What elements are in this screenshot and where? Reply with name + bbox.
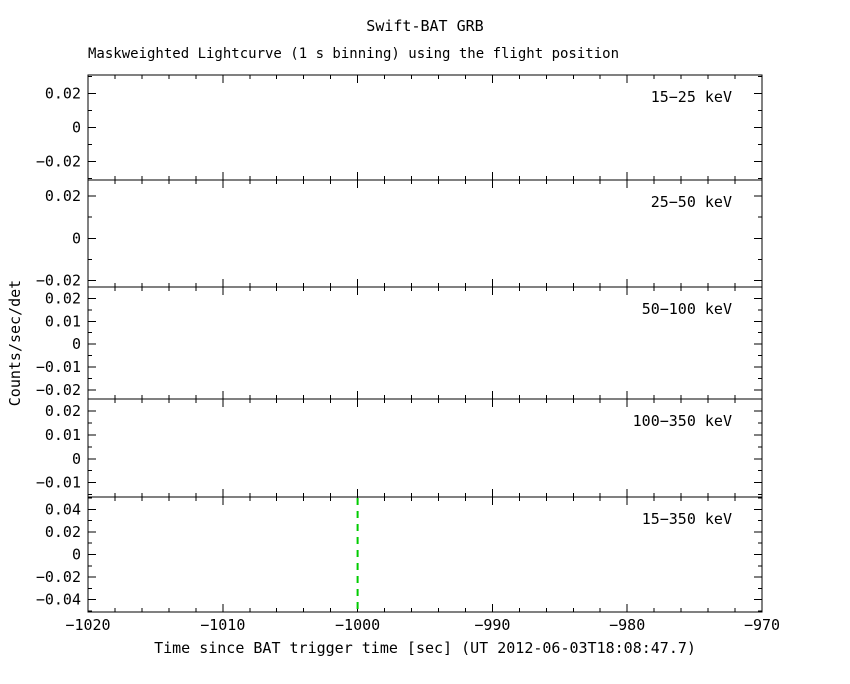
panel-label-100-350-kev: 100−350 keV	[633, 412, 732, 430]
chart-subtitle: Maskweighted Lightcurve (1 s binning) us…	[88, 46, 619, 62]
y-tick-label: −0.01	[36, 358, 81, 376]
panel-label-50-100-kev: 50−100 keV	[642, 300, 732, 318]
panel-50-100-kev: 0.02 0.01 0 −0.01 −0.02 50−100 keV	[36, 286, 763, 400]
y-tick-label: −0.04	[36, 591, 81, 609]
panel-100-350-kev: 0.02 0.01 0 −0.01 100−350 keV	[36, 398, 763, 498]
y-ticks: 0.02 0 −0.02	[36, 76, 762, 179]
y-tick-label: 0	[72, 335, 81, 353]
y-tick-label: 0	[72, 450, 81, 468]
panel-15-25-kev: 0.02 0 −0.02 15−25 keV	[36, 74, 763, 181]
x-ticks	[87, 75, 763, 180]
y-tick-label: −0.01	[36, 474, 81, 492]
x-tick-label: −1010	[200, 616, 245, 634]
y-axis-label: Counts/sec/det	[6, 280, 24, 406]
y-tick-label: 0.02	[45, 187, 81, 205]
y-tick-label: 0.02	[45, 289, 81, 307]
y-tick-label: 0	[72, 229, 81, 247]
x-tick-label: −970	[744, 616, 780, 634]
y-ticks: 0.02 0 −0.02	[36, 187, 762, 290]
x-ticks	[87, 287, 763, 399]
chart-title: Swift-BAT GRB	[366, 17, 483, 35]
x-ticks	[87, 497, 763, 612]
panel-label-15-25-kev: 15−25 keV	[651, 88, 732, 106]
y-tick-label: 0.04	[45, 500, 81, 518]
y-tick-label: 0.01	[45, 426, 81, 444]
y-tick-label: −0.02	[36, 381, 81, 399]
panel-25-50-kev: 0.02 0 −0.02 25−50 keV	[36, 179, 763, 290]
panel-label-25-50-kev: 25−50 keV	[651, 193, 732, 211]
y-tick-label: −0.02	[36, 152, 81, 170]
x-ticks	[87, 399, 763, 497]
x-tick-labels: −1020 −1010 −1000 −990 −980 −970	[65, 616, 780, 634]
y-ticks: 0.02 0.01 0 −0.01	[36, 402, 762, 496]
panel-label-15-350-kev: 15−350 keV	[642, 510, 732, 528]
y-tick-label: 0.01	[45, 312, 81, 330]
y-tick-label: 0	[72, 119, 81, 137]
y-tick-label: −0.02	[36, 568, 81, 586]
y-tick-label: 0.02	[45, 523, 81, 541]
y-tick-label: 0.02	[45, 85, 81, 103]
x-tick-label: −990	[474, 616, 510, 634]
x-axis-label: Time since BAT trigger time [sec] (UT 20…	[154, 639, 696, 657]
panel-15-350-kev: 0.04 0.02 0 −0.02 −0.04 15−350 keV	[36, 496, 763, 613]
y-tick-label: 0.02	[45, 402, 81, 420]
y-tick-label: −0.02	[36, 272, 81, 290]
x-tick-label: −1020	[65, 616, 110, 634]
y-ticks: 0.04 0.02 0 −0.02 −0.04	[36, 497, 762, 612]
y-ticks: 0.02 0.01 0 −0.01 −0.02	[36, 289, 762, 399]
x-tick-label: −980	[609, 616, 645, 634]
x-tick-label: −1000	[335, 616, 380, 634]
y-tick-label: 0	[72, 546, 81, 564]
